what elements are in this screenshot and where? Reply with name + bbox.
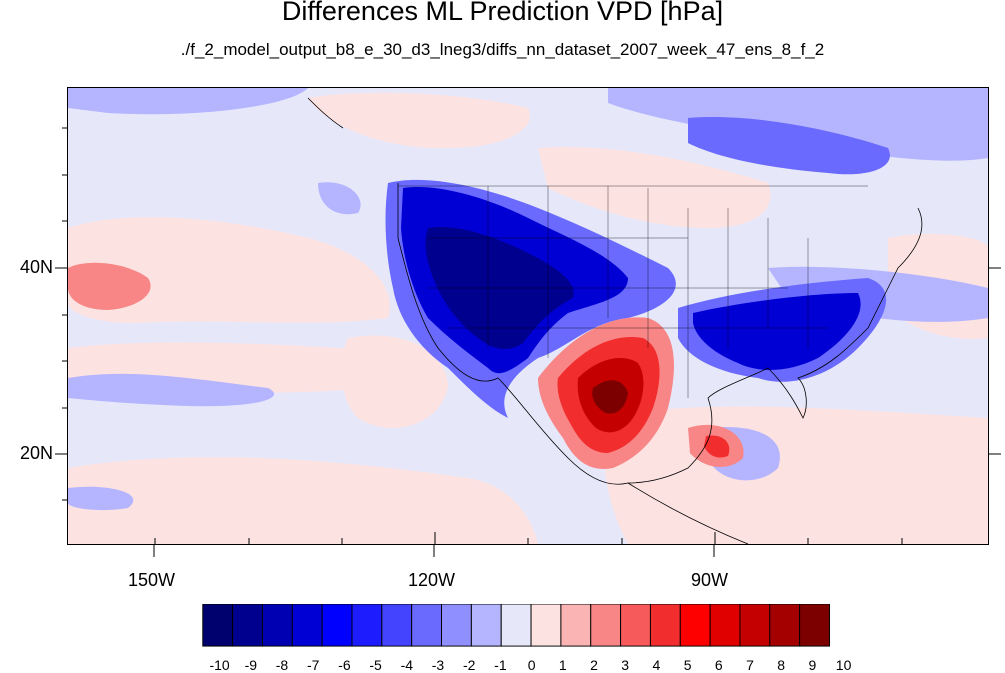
colorbar-box bbox=[500, 604, 532, 647]
positive-anomaly-pacific bbox=[68, 262, 151, 310]
colorbar-box bbox=[470, 604, 502, 647]
coastline-outlines bbox=[307, 97, 923, 544]
colorbar-tick-label: -9 bbox=[244, 657, 258, 673]
positive-anomaly-mexico bbox=[538, 317, 674, 469]
colorbar bbox=[202, 604, 830, 647]
colorbar-tick-label: 10 bbox=[835, 657, 852, 673]
colorbar-box bbox=[411, 604, 443, 647]
state-borders bbox=[398, 185, 868, 398]
colorbar-tick-label: -2 bbox=[462, 657, 476, 673]
colorbar-box bbox=[530, 604, 562, 647]
colorbar-tick-label: 0 bbox=[527, 657, 536, 673]
map-inner-ticks bbox=[154, 532, 903, 544]
vpd-difference-map bbox=[67, 87, 989, 545]
colorbar-box bbox=[739, 604, 771, 647]
colorbar-box bbox=[620, 604, 651, 647]
colorbar-box bbox=[381, 604, 413, 647]
colorbar-box bbox=[232, 604, 263, 647]
colorbar-box bbox=[799, 604, 830, 647]
colorbar-box bbox=[202, 604, 234, 647]
map-subtitle: ./f_2_model_output_b8_e_30_d3_lneg3/diff… bbox=[180, 40, 825, 59]
colorbar-tick-label: 5 bbox=[683, 657, 692, 673]
positive-anomaly-caribbean bbox=[688, 424, 744, 468]
map-title: Differences ML Prediction VPD [hPa] bbox=[281, 0, 724, 26]
colorbar-tick-label: 1 bbox=[558, 657, 567, 673]
colorbar-box bbox=[560, 604, 592, 647]
lon-label-90w: 90W bbox=[691, 570, 729, 590]
colorbar-tick-label: -6 bbox=[338, 657, 351, 673]
colorbar-tick-label: 3 bbox=[621, 657, 630, 673]
colorbar-box bbox=[261, 604, 293, 647]
colorbar-tick-label: -5 bbox=[369, 657, 382, 673]
colorbar-tick-label: -8 bbox=[275, 657, 289, 673]
colorbar-box bbox=[649, 604, 681, 647]
map-canvas bbox=[68, 88, 988, 544]
colorbar-box bbox=[351, 604, 383, 647]
colorbar-tick-label: 9 bbox=[808, 657, 817, 673]
colorbar-box bbox=[441, 604, 472, 647]
colorbar-tick-label: -1 bbox=[494, 657, 507, 673]
colorbar-box bbox=[679, 604, 711, 647]
colorbar-box bbox=[291, 604, 323, 647]
lon-label-120w: 120W bbox=[408, 570, 456, 590]
lat-label-20n: 20N bbox=[20, 443, 54, 463]
colorbar-tick-label: 6 bbox=[714, 657, 723, 673]
colorbar-tick-label: -3 bbox=[431, 657, 445, 673]
colorbar-tick-label: -4 bbox=[400, 657, 414, 673]
colorbar-box bbox=[590, 604, 622, 647]
colorbar-tick-label: 8 bbox=[777, 657, 786, 673]
colorbar-box bbox=[709, 604, 741, 647]
colorbar-tick-label: 4 bbox=[652, 657, 661, 673]
colorbar-tick-label: -7 bbox=[306, 657, 320, 673]
colorbar-box bbox=[769, 604, 801, 647]
colorbar-tick-label: 7 bbox=[746, 657, 754, 673]
colorbar-tick-label: 2 bbox=[590, 657, 598, 673]
lat-label-40n: 40N bbox=[20, 257, 54, 277]
lon-label-150w: 150W bbox=[128, 570, 176, 590]
colorbar-tick-label: -10 bbox=[209, 657, 230, 673]
light-negative-regions bbox=[68, 88, 988, 511]
colorbar-box bbox=[321, 604, 353, 647]
